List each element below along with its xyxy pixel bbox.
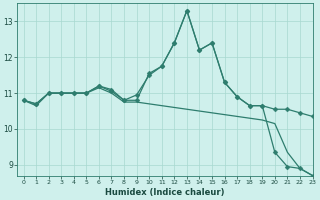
X-axis label: Humidex (Indice chaleur): Humidex (Indice chaleur) bbox=[105, 188, 225, 197]
